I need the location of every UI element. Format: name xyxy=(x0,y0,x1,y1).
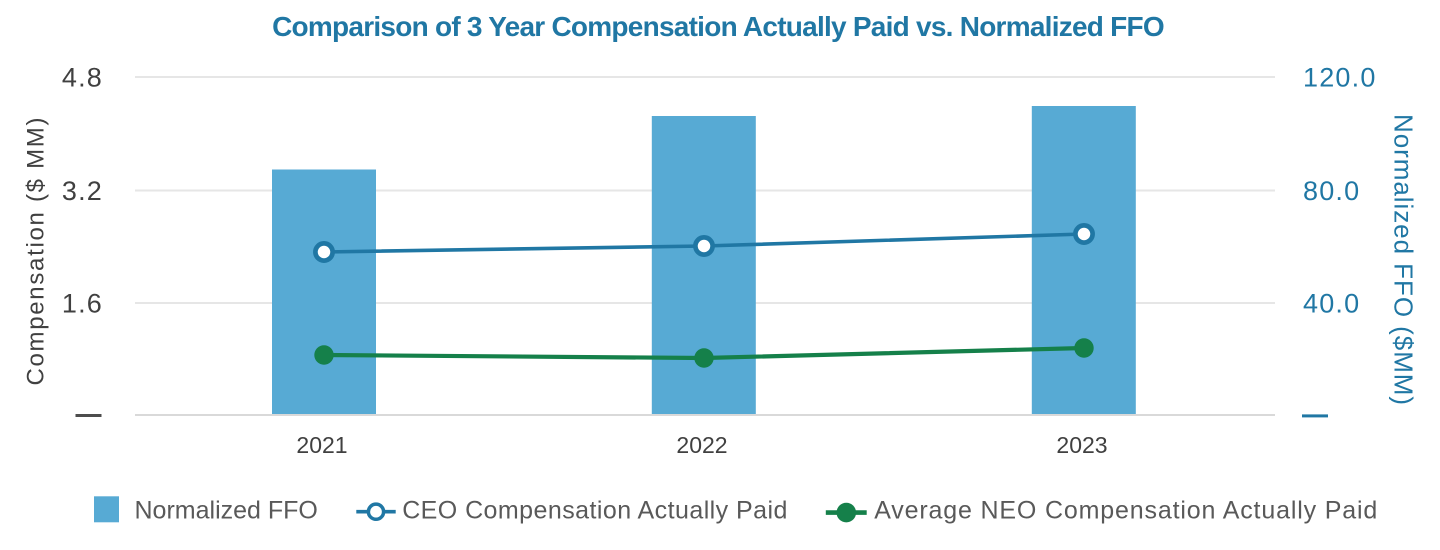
svg-text:2023: 2023 xyxy=(1056,432,1107,458)
svg-text:CEO Compensation Actually Paid: CEO Compensation Actually Paid xyxy=(402,497,788,525)
svg-text:Normalized FFO: Normalized FFO xyxy=(135,497,318,525)
svg-text:4.8: 4.8 xyxy=(62,63,103,93)
svg-text:120.0: 120.0 xyxy=(1303,63,1377,93)
svg-text:Comparison of 3 Year Compensat: Comparison of 3 Year Compensation Actual… xyxy=(272,11,1164,42)
svg-text:40.0: 40.0 xyxy=(1303,289,1360,319)
svg-text:Average NEO Compensation Actua: Average NEO Compensation Actually Paid xyxy=(874,497,1378,525)
svg-text:3.2: 3.2 xyxy=(62,176,103,206)
svg-text:80.0: 80.0 xyxy=(1303,176,1360,206)
svg-text:Compensation ($ MM): Compensation ($ MM) xyxy=(22,116,49,386)
svg-text:2021: 2021 xyxy=(296,432,347,458)
svg-text:1.6: 1.6 xyxy=(62,289,103,319)
svg-text:2022: 2022 xyxy=(676,432,727,458)
svg-text:Normalized FFO ($MM): Normalized FFO ($MM) xyxy=(1389,114,1419,406)
